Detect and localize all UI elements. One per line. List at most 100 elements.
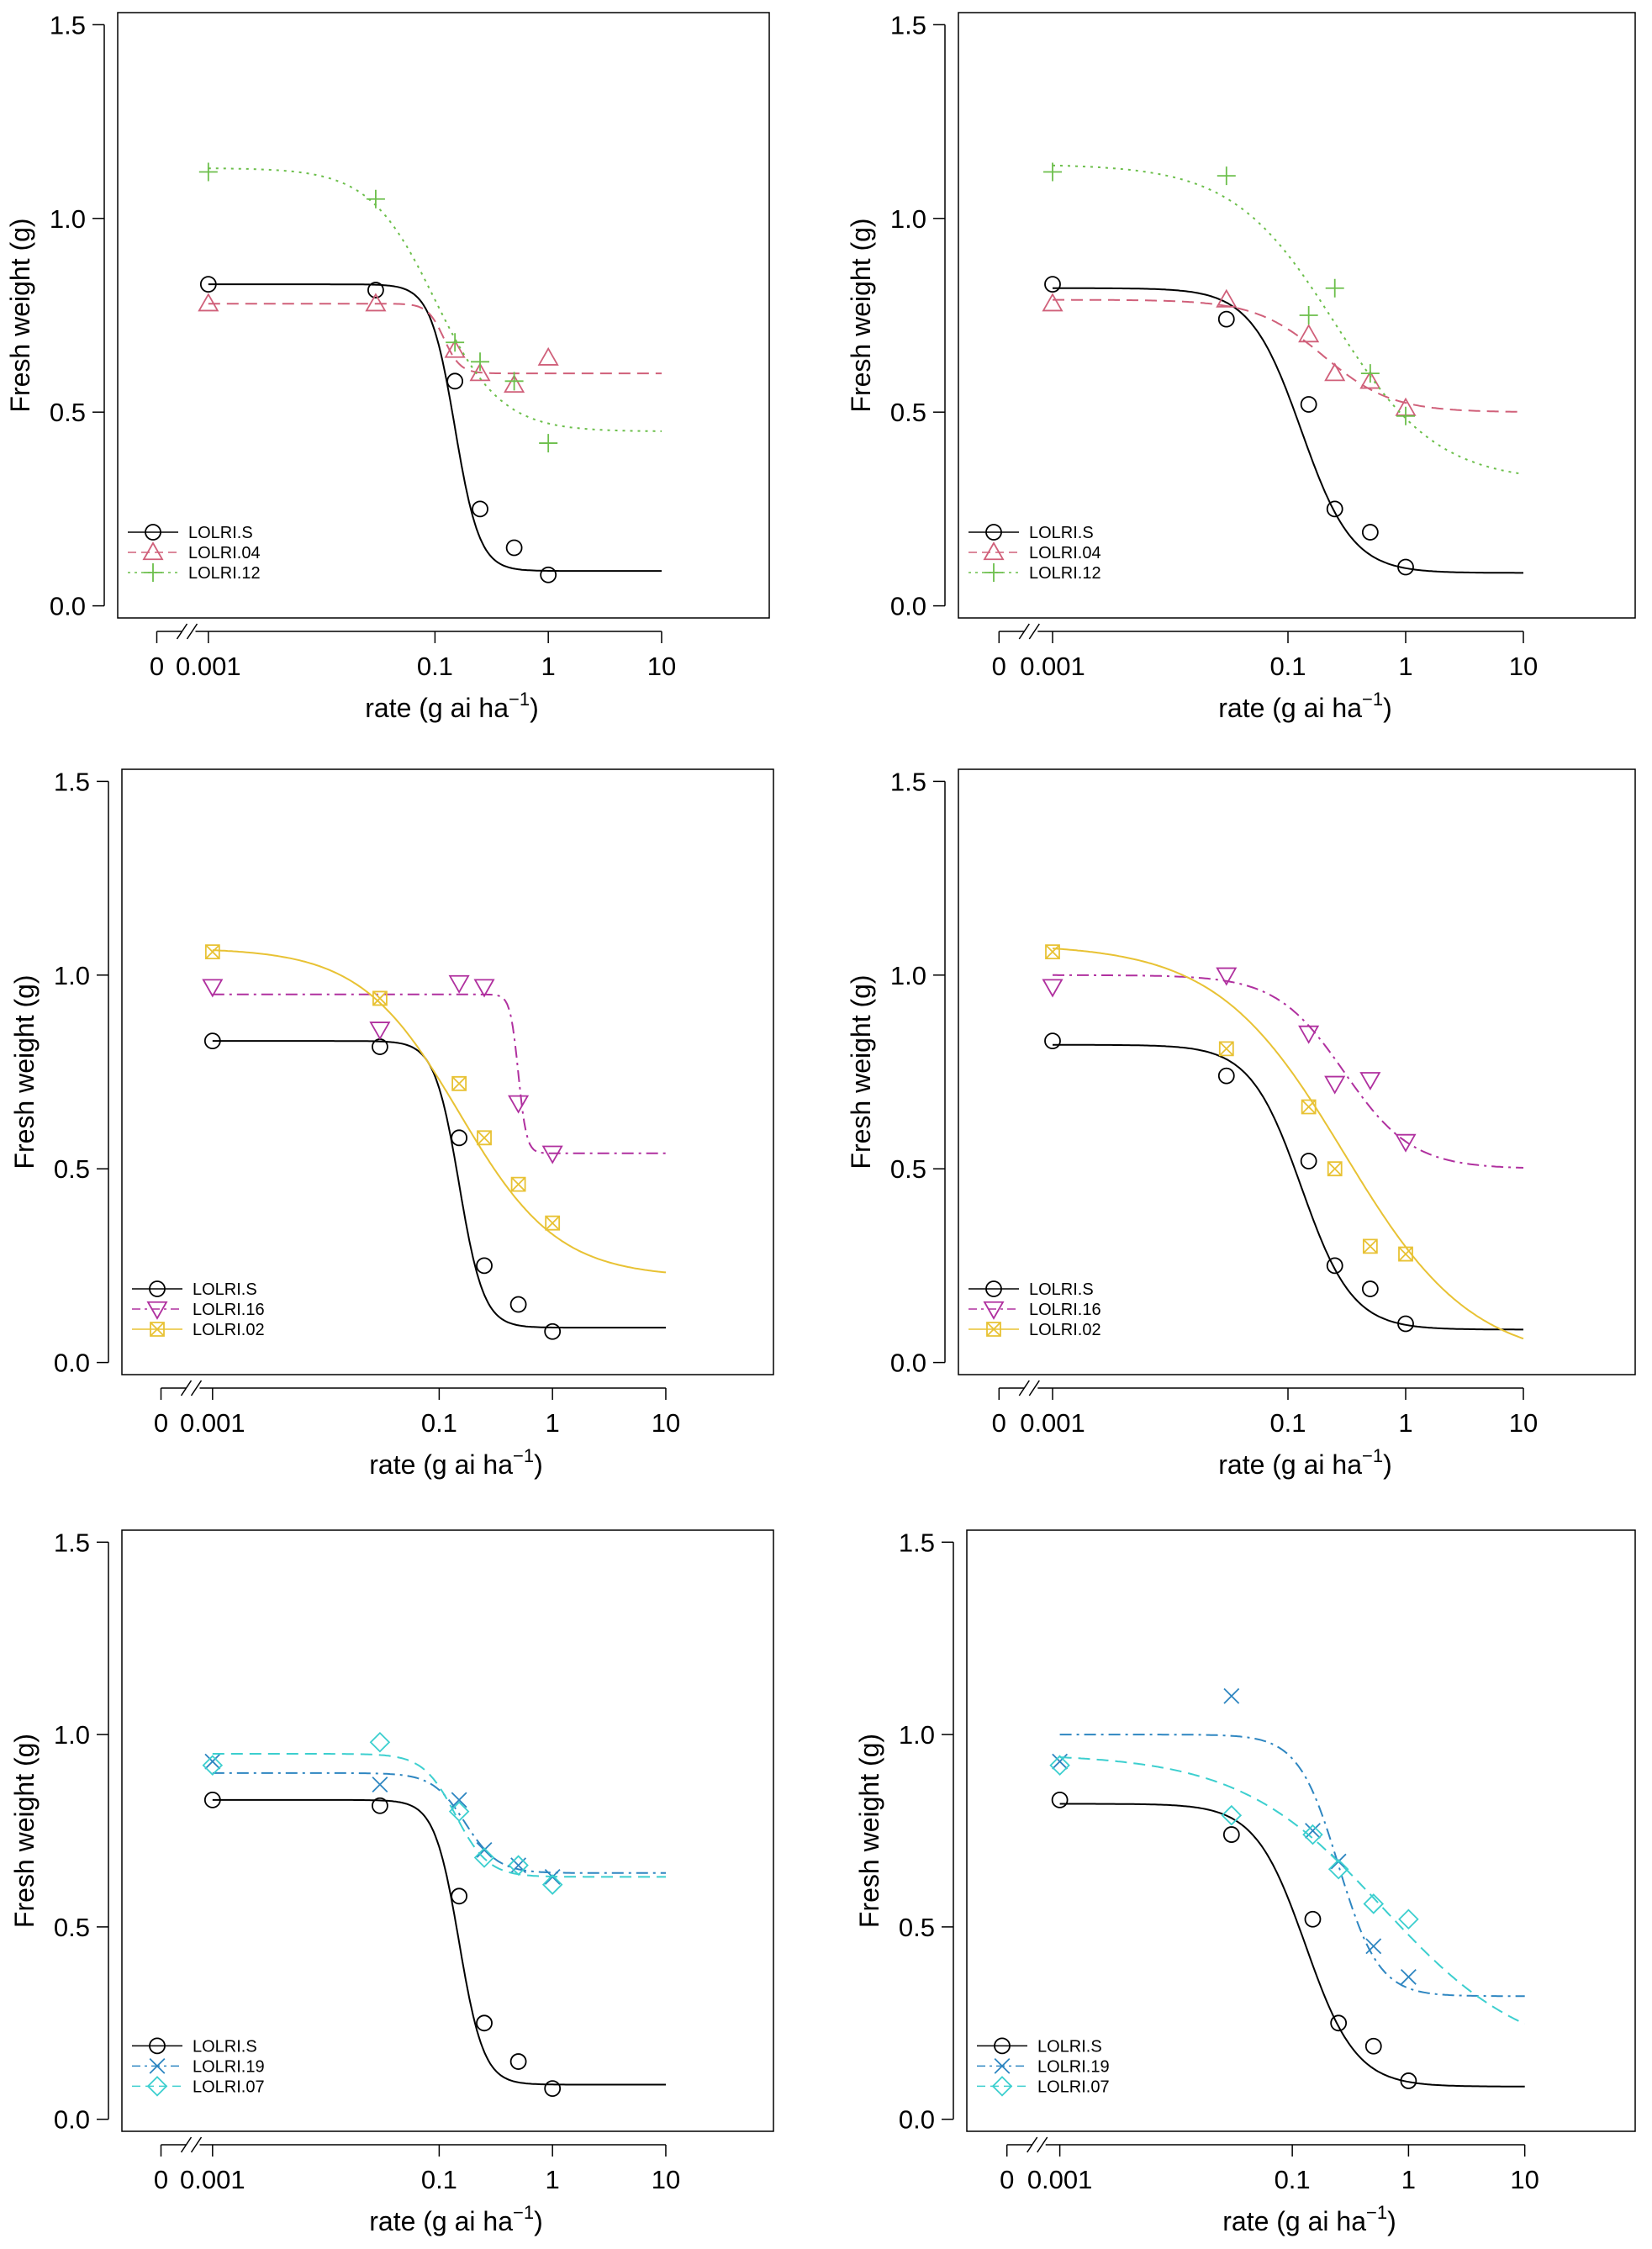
- legend-label: LOLRI.S: [1037, 2037, 1102, 2056]
- y-axis-label: Fresh weight (g): [854, 1734, 884, 1928]
- data-point: [1361, 1280, 1379, 1297]
- data-point: [1045, 944, 1060, 960]
- fit-curve: [212, 1040, 666, 1329]
- fit-curve: [208, 167, 662, 432]
- y-tick-label: 0.0: [50, 592, 86, 621]
- data-point: [510, 1857, 527, 1874]
- x-tick-label: 0: [1000, 2165, 1014, 2194]
- series-LOLRI.S: [1044, 276, 1523, 576]
- y-tick-label: 1.0: [899, 1720, 935, 1750]
- fit-curve: [1059, 1803, 1525, 2088]
- data-point: [372, 1797, 388, 1814]
- plot-frame: [117, 12, 770, 619]
- y-tick-label: 1.5: [899, 1528, 935, 1557]
- data-point: [1043, 162, 1062, 182]
- y-tick-label: 1.5: [890, 10, 926, 40]
- legend-label: LOLRI.S: [193, 2037, 257, 2056]
- data-point: [451, 1887, 468, 1905]
- data-point: [448, 1801, 470, 1822]
- x-tick-label: 0.1: [1275, 2165, 1311, 2194]
- axis-break-mark: [1027, 2136, 1048, 2153]
- y-tick-label: 1.5: [54, 767, 90, 796]
- data-point: [505, 539, 523, 557]
- data-point: [508, 1095, 530, 1114]
- x-tick-label: 10: [1509, 1408, 1538, 1438]
- y-tick-label: 0.5: [54, 1913, 90, 1942]
- x-tick-label: 0.1: [421, 2165, 457, 2194]
- x-tick-label: 10: [1509, 652, 1538, 681]
- fit-curve: [1053, 298, 1523, 413]
- data-point: [544, 2080, 562, 2097]
- data-point: [1361, 524, 1379, 541]
- data-point: [544, 1322, 562, 1340]
- x-axis-label: rate (g ai ha−1): [1222, 2202, 1396, 2236]
- data-point: [1300, 396, 1317, 413]
- axis-break-mark: [180, 1380, 203, 1396]
- series-LOLRI.19: [204, 1753, 666, 1885]
- series-LOLRI.02: [1045, 944, 1524, 1340]
- data-point: [1044, 276, 1061, 293]
- legend-marker: [149, 1280, 166, 1297]
- legend-label: LOLRI.04: [1029, 544, 1101, 562]
- y-tick-label: 1.0: [54, 1720, 90, 1750]
- fit-curve: [212, 993, 666, 1154]
- data-point: [545, 1215, 561, 1231]
- data-point: [202, 1755, 224, 1776]
- series-LOLRI.04: [198, 293, 662, 393]
- data-point: [446, 333, 465, 352]
- series-LOLRI.16: [1042, 967, 1524, 1169]
- data-point: [1305, 1823, 1321, 1839]
- legend-marker: [986, 1322, 1001, 1337]
- series-LOLRI.S: [1051, 1791, 1525, 2089]
- data-point: [477, 1130, 492, 1146]
- fit-curve: [212, 1753, 666, 1878]
- data-point: [1298, 1025, 1320, 1044]
- data-point: [1216, 288, 1238, 308]
- x-tick-label: 0.1: [417, 652, 453, 681]
- y-axis-label: Fresh weight (g): [846, 974, 876, 1169]
- data-point: [541, 1145, 563, 1164]
- axis-break-mark: [180, 2136, 203, 2153]
- legend: LOLRI.S LOLRI.16 LOLRI.02: [132, 1280, 265, 1339]
- x-tick-label: 10: [647, 652, 676, 681]
- fit-curve: [212, 1798, 666, 2086]
- legend-marker: [985, 1280, 1002, 1297]
- x-tick-label: 0.001: [176, 652, 241, 681]
- x-tick-label: 0.001: [180, 1408, 245, 1438]
- plot-frame: [958, 768, 1636, 1375]
- data-point: [1395, 1133, 1417, 1153]
- legend-label: LOLRI.S: [1029, 1280, 1094, 1299]
- legend-marker: [149, 2057, 166, 2074]
- y-axis-label: Fresh weight (g): [5, 218, 35, 412]
- data-point: [504, 374, 525, 393]
- x-tick-label: 10: [1510, 2165, 1539, 2194]
- data-point: [1327, 1858, 1349, 1880]
- data-point: [203, 1032, 221, 1050]
- data-point: [476, 2014, 493, 2032]
- legend-label: LOLRI.12: [1029, 564, 1101, 583]
- data-point: [476, 1841, 493, 1858]
- y-tick-label: 0.5: [50, 398, 86, 427]
- legend-label: LOLRI.12: [188, 564, 261, 583]
- data-point: [539, 434, 558, 453]
- chart-panel-middle-left: 0.0 0.5 1.0 1.5 0 0.001 0.1 1 10 rate (g ai ha−1)…: [9, 767, 774, 1480]
- legend-label: LOLRI.S: [193, 1280, 257, 1299]
- data-point: [473, 1847, 495, 1868]
- y-tick-label: 1.0: [50, 204, 86, 234]
- x-axis-label: rate (g ai ha−1): [1218, 1445, 1392, 1480]
- fit-curve: [208, 283, 662, 573]
- data-point: [1217, 1067, 1235, 1085]
- data-point: [1365, 1938, 1382, 1955]
- data-point: [537, 346, 559, 366]
- plot-frame: [958, 12, 1636, 619]
- series-LOLRI.S: [203, 1791, 666, 2097]
- data-point: [1298, 324, 1320, 343]
- y-tick-label: 0.0: [890, 592, 926, 621]
- plot-frame: [966, 1529, 1636, 2132]
- fit-curve: [1059, 1734, 1525, 1998]
- x-tick-label: 0.001: [1020, 652, 1085, 681]
- chart-panel-bottom-left: 0.0 0.5 1.0 1.5 0 0.001 0.1 1 10 rate (g ai ha−1)…: [9, 1528, 774, 2236]
- data-point: [1324, 362, 1346, 382]
- data-point: [1052, 1753, 1069, 1770]
